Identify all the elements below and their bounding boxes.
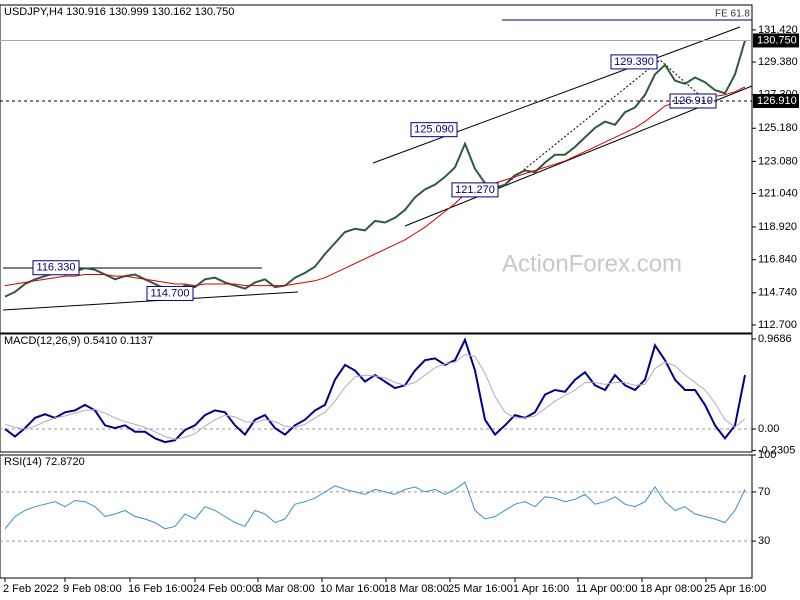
x-tick-label: 2 Feb 2022 [3, 583, 59, 595]
y-tick-label: 118.920 [758, 221, 797, 233]
price-marker [753, 93, 799, 108]
annotation-box [451, 182, 499, 198]
annotation-label: 126.910 [673, 95, 713, 107]
trendlines [2, 26, 753, 311]
x-tick-label: 25 Mar 16:00 [448, 583, 513, 595]
y-tick-label: 114.740 [758, 287, 797, 299]
annotation-box [410, 122, 458, 138]
y-tick-label: 125.180 [758, 122, 798, 134]
annotation-box [32, 260, 80, 276]
y-tick-label: 112.700 [758, 319, 797, 331]
x-tick-label: 10 Mar 16:00 [320, 583, 385, 595]
annotation-box [146, 285, 194, 301]
channel-upper [372, 26, 741, 164]
panel-frame [0, 333, 753, 453]
x-tick-label: 3 Mar 08:00 [256, 583, 315, 595]
y-tick-label: 121.040 [758, 187, 798, 199]
annotation-label: 129.390 [614, 56, 654, 68]
panel-frame [0, 454, 753, 579]
annotation-label: 125.090 [414, 124, 454, 136]
x-tick-label: 16 Feb 16:00 [128, 583, 193, 595]
y-tick-label: 123.080 [758, 155, 798, 167]
series-line [4, 354, 746, 440]
y-tick-label: -0.2305 [758, 444, 795, 456]
price-marker [753, 33, 799, 48]
y-tick-label: 116.840 [758, 254, 797, 266]
series-line [4, 481, 746, 530]
x-tick-label: 24 Feb 00:00 [193, 583, 258, 595]
panel-title: USDJPY,H4 130.916 130.999 130.162 130.75… [4, 6, 234, 18]
annotation-label: 121.270 [455, 184, 495, 196]
panel-title: MACD(12,26,9) 0.5410 0.1137 [4, 335, 153, 347]
y-tick-label: 70 [758, 486, 770, 498]
price-marker-label: 126.910 [757, 95, 797, 107]
y-tick-label: 0.9686 [758, 333, 792, 345]
y-tick-label: 129.380 [758, 56, 798, 68]
y-tick-label: 0.00 [758, 423, 779, 435]
panel-title: RSI(14) 72.8720 [4, 456, 85, 468]
annotation-label: 116.330 [37, 262, 76, 274]
x-tick-label: 18 Apr 08:00 [640, 583, 702, 595]
y-tick-label: 100 [758, 449, 776, 461]
x-tick-label: 18 Mar 08:00 [384, 583, 449, 595]
x-tick-label: 25 Apr 16:00 [704, 583, 766, 595]
panel-frame [0, 4, 753, 334]
annotation-box [610, 54, 658, 70]
y-tick-label: 30 [758, 535, 770, 547]
series-line [4, 337, 746, 444]
trendline [2, 291, 299, 311]
y-tick-label: 131.420 [758, 24, 798, 36]
channel-lower [404, 85, 753, 227]
series-line [4, 40, 746, 298]
x-tick-label: 1 Apr 16:00 [513, 583, 569, 595]
fibo-label: FE 61.8 [715, 9, 750, 20]
watermark: ActionForex.com [502, 250, 682, 277]
x-tick-label: 9 Feb 08:00 [63, 583, 122, 595]
series-line [4, 86, 746, 287]
annotation-label: 114.700 [151, 287, 190, 299]
price-marker-label: 130.750 [757, 34, 797, 46]
x-tick-label: 11 Apr 00:00 [576, 583, 638, 595]
